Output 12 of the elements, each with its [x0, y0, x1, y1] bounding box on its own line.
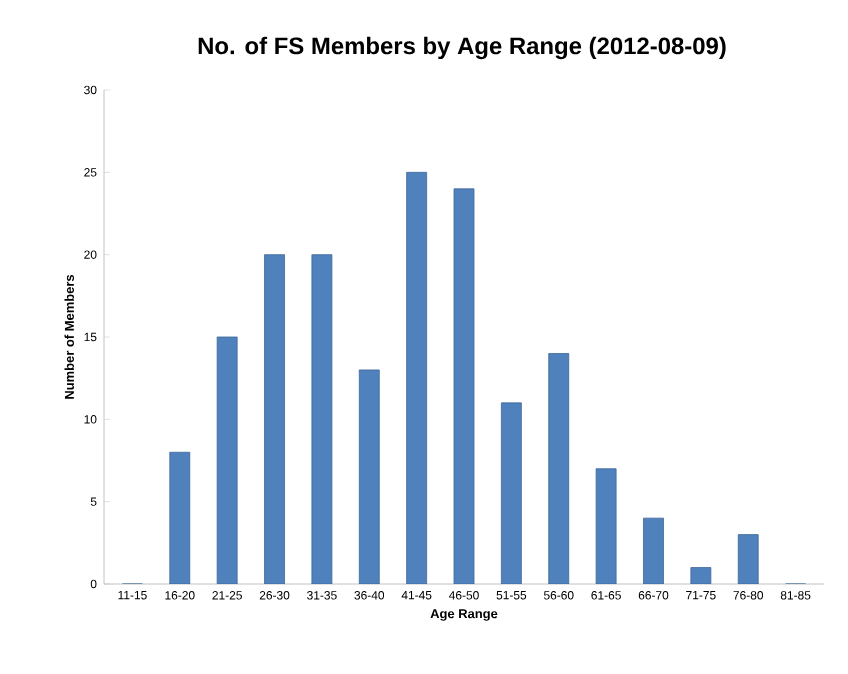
bar — [358, 369, 380, 584]
bar — [453, 188, 475, 584]
chart-title: No. of FS Members by Age Range (2012-08-09) — [198, 36, 726, 60]
bar — [169, 451, 191, 584]
bar — [216, 336, 238, 584]
bar — [264, 254, 285, 584]
bar — [406, 171, 428, 584]
bar — [500, 402, 522, 584]
bar — [311, 254, 333, 584]
bar — [548, 353, 570, 584]
bar — [643, 517, 664, 584]
bar — [737, 534, 759, 584]
